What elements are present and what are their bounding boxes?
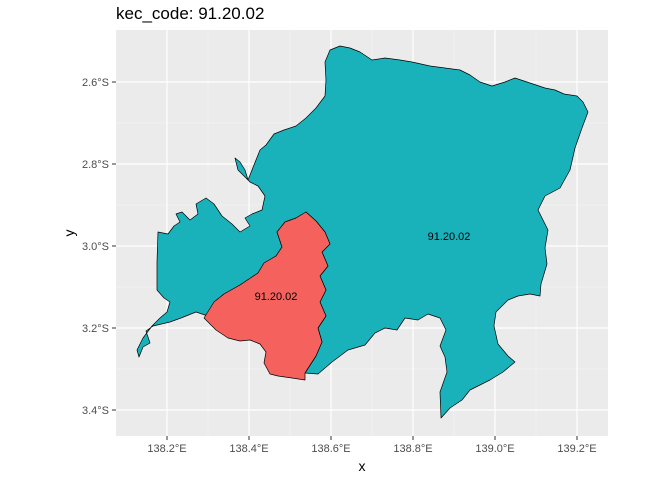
y-tick-labels: 2.6°S 2.8°S 3.0°S 3.2°S 3.4°S (82, 77, 109, 417)
x-axis-title: x (359, 458, 366, 474)
x-tick-label: 138.2°E (147, 443, 186, 455)
y-tick-label: 3.2°S (82, 323, 109, 335)
y-tick-label: 3.0°S (82, 241, 109, 253)
x-tick-label: 138.6°E (311, 443, 350, 455)
y-axis-ticks (112, 81, 116, 411)
region-labels: 91.20.02 91.20.02 (255, 231, 471, 303)
x-tick-label: 139.2°E (557, 443, 596, 455)
x-tick-label: 139.0°E (475, 443, 514, 455)
y-tick-label: 2.6°S (82, 77, 109, 89)
region-polygon-red (203, 211, 331, 381)
y-tick-label: 3.4°S (82, 405, 109, 417)
region-label: 91.20.02 (428, 231, 471, 243)
x-tick-label: 138.4°E (229, 443, 268, 455)
x-tick-label: 138.8°E (393, 443, 432, 455)
y-axis-title: y (61, 230, 77, 237)
x-axis-ticks (166, 436, 578, 440)
chart-title: kec_code: 91.20.02 (116, 4, 265, 23)
region-label: 91.20.02 (255, 291, 298, 303)
x-tick-labels: 138.2°E 138.4°E 138.6°E 138.8°E 139.0°E … (147, 443, 596, 455)
y-tick-label: 2.8°S (82, 159, 109, 171)
